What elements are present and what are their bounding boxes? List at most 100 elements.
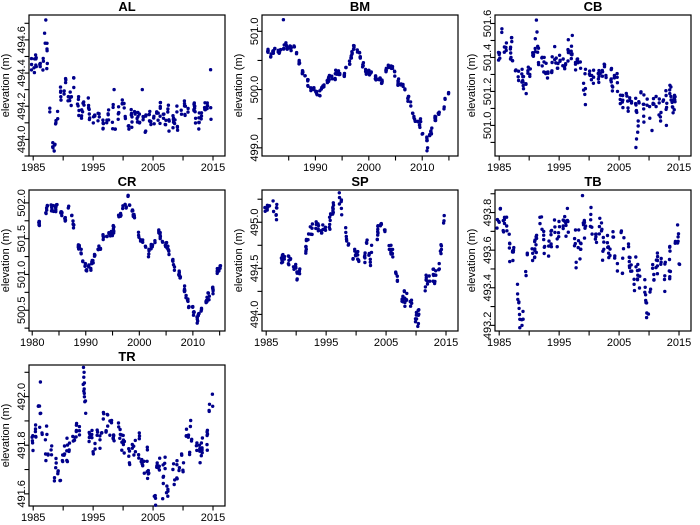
data-point: [573, 228, 578, 232]
plot-box: [494, 14, 692, 157]
data-point: [358, 56, 362, 60]
data-point: [517, 306, 521, 311]
y-tick-label: 501.0: [482, 112, 494, 140]
data-point: [139, 459, 143, 464]
data-point: [546, 254, 551, 258]
panel-title: TR: [118, 350, 136, 364]
data-point: [380, 78, 384, 82]
data-point: [419, 119, 423, 124]
data-point: [553, 230, 557, 235]
data-point: [200, 451, 204, 455]
data-point: [504, 48, 508, 53]
data-point: [122, 101, 126, 106]
data-point: [403, 88, 407, 92]
y-axis-label: elevation (m): [466, 54, 478, 118]
data-point: [637, 286, 642, 290]
data-point: [673, 241, 677, 245]
data-point: [542, 251, 546, 256]
data-point: [45, 432, 49, 437]
y-axis-label: elevation (m): [0, 54, 12, 118]
data-point: [63, 217, 67, 222]
data-point: [576, 245, 580, 250]
plot-box: [261, 189, 459, 332]
panel-TR: TR elevation (m) 1985 1995 2005 2015 491.6 491.…: [0, 350, 233, 525]
data-point: [406, 97, 410, 101]
data-point: [644, 315, 649, 320]
panel-BM-chart: BM elevation (m) 1990 2000 2010 499.0 500.0 501…: [233, 0, 459, 174]
outlier-point: [520, 318, 524, 322]
data-point: [579, 247, 583, 251]
data-point: [138, 239, 143, 243]
data-point: [578, 257, 582, 261]
data-point: [443, 97, 447, 102]
data-point: [354, 253, 359, 257]
data-point: [658, 119, 663, 123]
data-point: [145, 448, 150, 452]
data-point: [166, 247, 170, 251]
data-point: [279, 261, 284, 265]
data-point: [288, 46, 292, 50]
data-point: [396, 82, 400, 86]
data-point: [193, 121, 198, 125]
panel-title: SP: [351, 175, 369, 189]
data-point: [561, 57, 565, 61]
data-point: [108, 433, 112, 437]
y-axis-label: elevation (m): [466, 229, 478, 293]
data-point: [644, 301, 649, 305]
data-point: [521, 78, 525, 83]
data-point: [101, 121, 106, 126]
data-point: [566, 50, 571, 55]
data-point: [116, 421, 121, 425]
data-point: [101, 417, 106, 421]
data-point: [340, 213, 344, 217]
data-point: [166, 107, 170, 111]
panel-title: AL: [118, 0, 135, 14]
data-point: [356, 257, 360, 261]
data-point: [376, 233, 380, 237]
data-points: [495, 193, 682, 330]
data-point: [136, 453, 141, 457]
data-point: [155, 461, 159, 465]
outlier-point: [82, 375, 86, 379]
outlier-point: [211, 404, 215, 408]
data-point: [654, 265, 658, 270]
data-point: [615, 75, 619, 80]
data-point: [66, 206, 71, 210]
data-point: [598, 71, 602, 75]
data-point: [141, 464, 145, 468]
data-point: [182, 104, 187, 108]
data-point: [149, 119, 153, 124]
data-point: [657, 101, 661, 105]
data-point: [401, 82, 405, 87]
data-point: [344, 65, 348, 70]
data-point: [274, 218, 279, 222]
data-point: [45, 208, 49, 212]
data-point: [110, 233, 115, 238]
data-point: [171, 467, 175, 472]
data-point: [76, 95, 81, 99]
data-point: [61, 459, 65, 464]
data-point: [589, 205, 593, 210]
data-point: [130, 125, 134, 129]
data-point: [163, 461, 167, 465]
data-point: [123, 202, 127, 207]
data-point: [99, 431, 104, 435]
outlier-point: [646, 312, 651, 316]
data-point: [425, 282, 430, 286]
data-point: [54, 466, 58, 470]
data-point: [188, 450, 192, 454]
data-point: [642, 114, 646, 118]
data-point: [361, 61, 366, 65]
data-point: [612, 75, 617, 80]
data-point: [599, 221, 604, 225]
data-point: [566, 230, 570, 234]
data-point: [183, 113, 187, 118]
data-point: [322, 85, 326, 89]
data-point: [516, 78, 521, 83]
data-point: [275, 202, 279, 207]
data-point: [611, 235, 615, 239]
outlier-point: [664, 123, 669, 128]
data-point: [589, 218, 593, 222]
data-point: [557, 219, 561, 224]
data-point: [500, 27, 504, 31]
